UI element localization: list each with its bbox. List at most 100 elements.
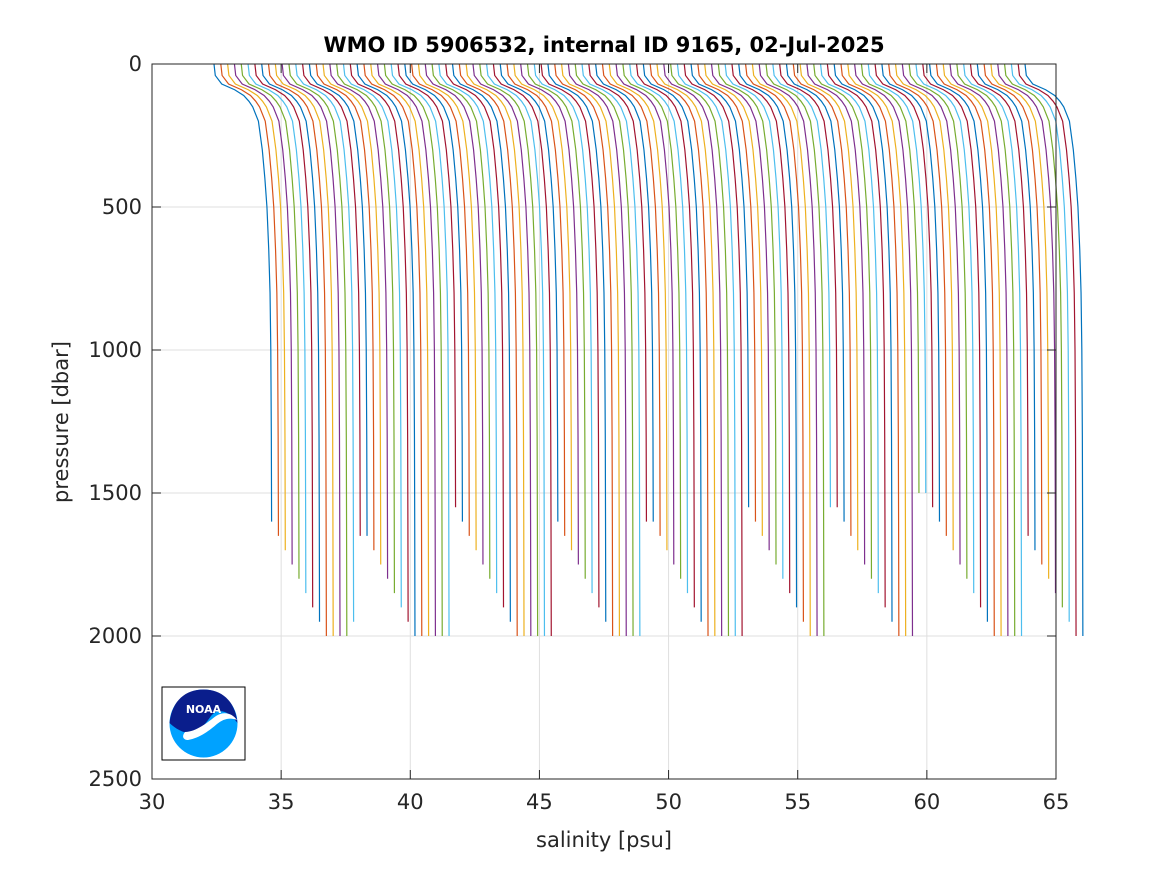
salinity-profile-line <box>942 63 1002 637</box>
plot-frame <box>151 63 1057 780</box>
salinity-profile-line <box>595 63 654 522</box>
salinity-profile-line <box>690 63 750 508</box>
salinity-profile-line <box>567 63 627 637</box>
salinity-profile-line <box>274 63 334 637</box>
salinity-profile-line <box>363 63 423 637</box>
salinity-profile-line <box>533 63 593 594</box>
salinity-profile-line <box>390 63 450 637</box>
x-tick-label: 30 <box>139 790 166 814</box>
salinity-profile-line <box>213 63 273 522</box>
x-tick-label: 40 <box>397 790 424 814</box>
salinity-profile-line <box>813 63 873 579</box>
salinity-profile-line <box>349 63 409 622</box>
salinity-profile-line <box>976 63 1036 551</box>
salinity-profile-line <box>486 63 546 637</box>
salinity-profile-line <box>322 63 382 565</box>
logo-text: NOAA <box>186 703 222 716</box>
salinity-profile-line <box>1010 63 1070 622</box>
salinity-profile-line <box>915 63 975 594</box>
salinity-profile-line <box>513 63 573 551</box>
salinity-profile-line <box>744 63 805 622</box>
salinity-profile-line <box>738 63 798 608</box>
salinity-profile-line <box>990 63 1050 579</box>
x-tick-label: 45 <box>526 790 553 814</box>
salinity-profile-line <box>267 63 327 637</box>
x-tick-label: 50 <box>655 790 682 814</box>
y-tick-label: 1500 <box>89 481 142 505</box>
logo-gull-dark <box>169 689 238 734</box>
salinity-profile-line <box>261 63 321 622</box>
salinity-profile-line <box>336 63 396 594</box>
profile-lines <box>213 63 1084 637</box>
salinity-profile-line <box>458 63 518 637</box>
salinity-profile-line <box>867 63 927 494</box>
salinity-profile-line <box>227 63 286 551</box>
salinity-profile-line <box>431 63 491 579</box>
salinity-profile-line <box>881 63 941 522</box>
x-tick-label: 35 <box>268 790 295 814</box>
salinity-profile-line <box>424 63 484 565</box>
salinity-profile-line <box>997 63 1057 594</box>
salinity-profile-line <box>233 63 293 565</box>
salinity-profile-line <box>547 63 607 622</box>
salinity-profile-line <box>819 63 879 594</box>
x-tick-label: 55 <box>784 790 811 814</box>
salinity-profile-line <box>397 63 457 508</box>
chart-title: WMO ID 5906532, internal ID 9165, 02-Jul… <box>323 33 884 57</box>
salinity-profile-line <box>785 63 845 522</box>
salinity-profile-line <box>772 63 832 508</box>
salinity-profile-line <box>683 63 743 637</box>
salinity-profile-line <box>779 63 838 508</box>
salinity-profile-line <box>315 63 375 551</box>
salinity-profile-line <box>554 63 614 637</box>
salinity-profile-line <box>1024 63 1084 637</box>
salinity-profile-line <box>656 63 716 637</box>
salinity-profile-line <box>935 63 995 637</box>
salinity-profile-line <box>697 63 757 522</box>
salinity-profile-line <box>370 63 430 637</box>
salinity-profile-line <box>847 63 907 637</box>
salinity-profile-line <box>506 63 566 536</box>
salinity-profile-line <box>1017 63 1077 637</box>
salinity-profile-line <box>1003 63 1063 608</box>
y-tick-label: 0 <box>129 52 142 76</box>
salinity-profile-line <box>956 63 1016 637</box>
salinity-profile-line <box>499 63 559 522</box>
salinity-profile-line <box>465 63 525 637</box>
salinity-profile-line <box>983 63 1043 565</box>
salinity-profile-line <box>451 63 511 622</box>
salinity-profile-line <box>404 63 464 522</box>
salinity-profile-line <box>922 63 982 608</box>
salinity-profile-line <box>220 63 280 536</box>
salinity-profile-line <box>635 63 695 608</box>
salinity-profile-line <box>383 63 443 637</box>
salinity-profile-line <box>254 63 314 608</box>
salinity-profile-line <box>710 63 770 551</box>
salinity-profile-line <box>860 63 920 494</box>
salinity-profile-line <box>758 63 818 637</box>
salinity-profile-line <box>969 63 1029 536</box>
salinity-profile-line <box>622 63 682 579</box>
salinity-profile-line <box>649 63 709 637</box>
salinity-profile-line <box>717 63 777 565</box>
salinity-profile-line <box>826 63 886 608</box>
x-tick-label: 65 <box>1043 790 1070 814</box>
salinity-profile-line <box>670 63 730 637</box>
salinity-profile-line <box>704 63 763 536</box>
salinity-profile-line <box>963 63 1023 637</box>
salinity-profile-line <box>676 63 736 637</box>
salinity-profile-line <box>894 63 954 551</box>
salinity-profile-line <box>751 63 811 637</box>
salinity-profile-line <box>629 63 689 594</box>
salinity-profile-line <box>792 63 852 536</box>
salinity-profile-line <box>949 63 1009 637</box>
salinity-profile-line <box>492 63 552 637</box>
salinity-profile-line <box>588 63 648 522</box>
salinity-profile-line <box>281 63 341 637</box>
salinity-profile-line <box>308 63 368 536</box>
salinity-profile-line <box>854 63 914 637</box>
salinity-profile-line <box>526 63 586 579</box>
y-tick-label: 1000 <box>89 338 142 362</box>
salinity-profile-line <box>520 63 579 565</box>
